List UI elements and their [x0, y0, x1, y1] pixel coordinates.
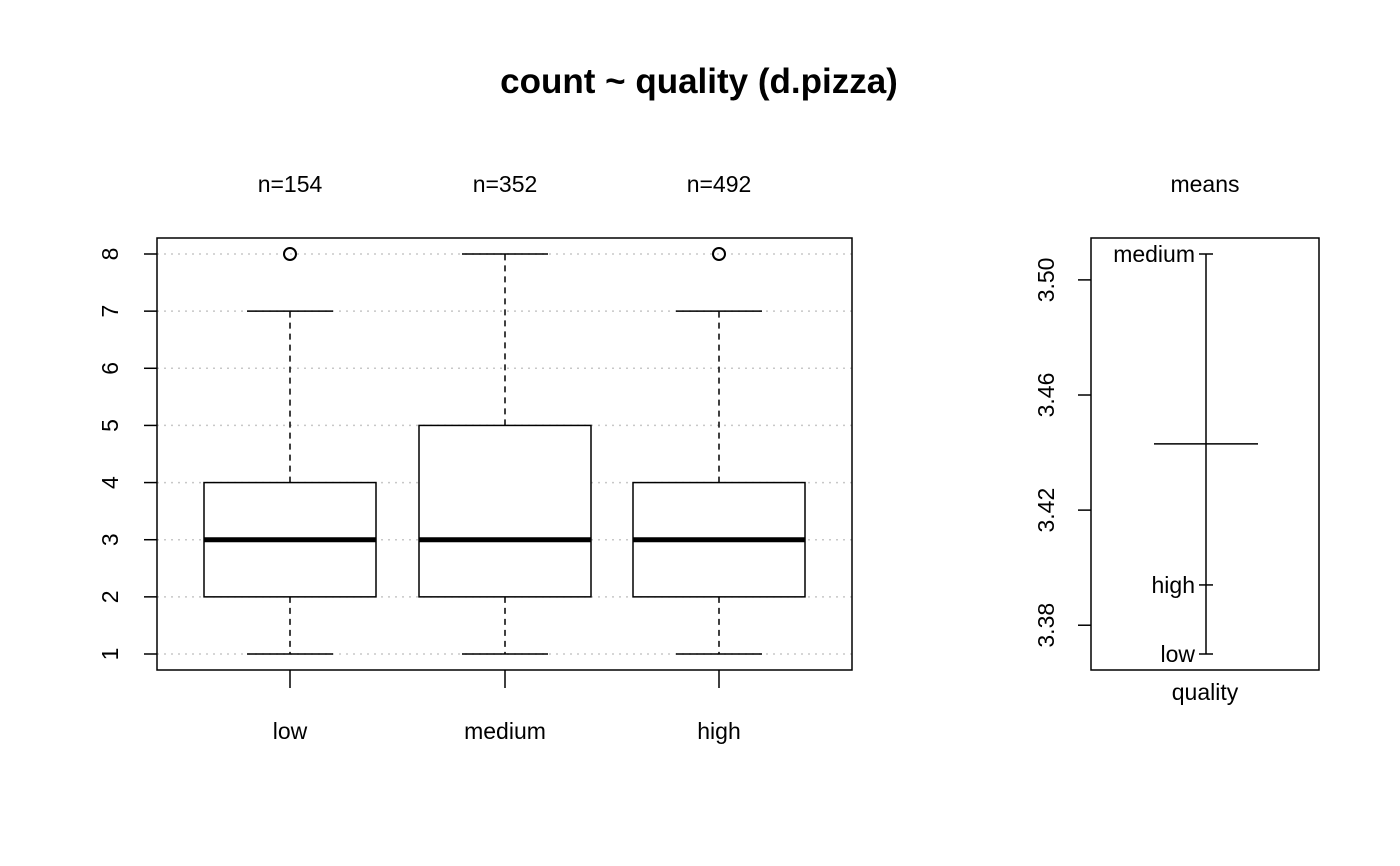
y-tick-label: 5 [97, 419, 123, 432]
means-x-label: quality [1172, 679, 1239, 705]
y-tick-label: 1 [97, 648, 123, 661]
y-axis: 1 2 3 4 5 6 7 8 [97, 248, 157, 661]
count-label: n=154 [258, 171, 323, 197]
box-low [203, 247, 377, 655]
mean-label-low: low [1160, 641, 1195, 667]
mean-label-high: high [1152, 572, 1195, 598]
means-marks: medium high low [1113, 241, 1258, 667]
y-tick-label: 7 [97, 305, 123, 318]
means-y-axis: 3.38 3.42 3.46 3.50 [1033, 258, 1091, 648]
x-tick-label: low [273, 718, 308, 744]
box-high [632, 247, 806, 655]
means-title: means [1170, 171, 1239, 197]
means-panel: means 3.38 3.42 3.46 3.50 medium high low qua… [1033, 171, 1320, 705]
y-tick-label: 2 [97, 590, 123, 603]
y-tick-label: 6 [97, 362, 123, 375]
means-y-tick-label: 3.50 [1033, 258, 1059, 303]
y-tick-label: 8 [97, 248, 123, 261]
iqr-box [418, 424, 592, 598]
outlier-point [712, 247, 726, 261]
y-tick-label: 4 [97, 476, 123, 489]
y-tick-label: 3 [97, 533, 123, 546]
means-y-tick-label: 3.46 [1033, 373, 1059, 418]
means-y-tick-label: 3.42 [1033, 488, 1059, 533]
means-y-tick-label: 3.38 [1033, 603, 1059, 648]
boxplot-panel: 1 2 3 4 5 6 7 8 low n=154 medium n=352 high n=492 [97, 171, 853, 744]
outlier-point [283, 247, 297, 261]
count-label: n=352 [473, 171, 538, 197]
x-tick-label: medium [464, 718, 546, 744]
x-axis: low n=154 medium n=352 high n=492 [258, 171, 752, 744]
chart-title: count ~ quality (d.pizza) [500, 62, 898, 101]
x-tick-label: high [697, 718, 740, 744]
plot-frame [156, 237, 853, 671]
means-frame [1090, 237, 1320, 671]
mean-label-medium: medium [1113, 241, 1195, 267]
boxes [203, 247, 806, 655]
count-label: n=492 [687, 171, 752, 197]
box-medium [418, 253, 592, 655]
